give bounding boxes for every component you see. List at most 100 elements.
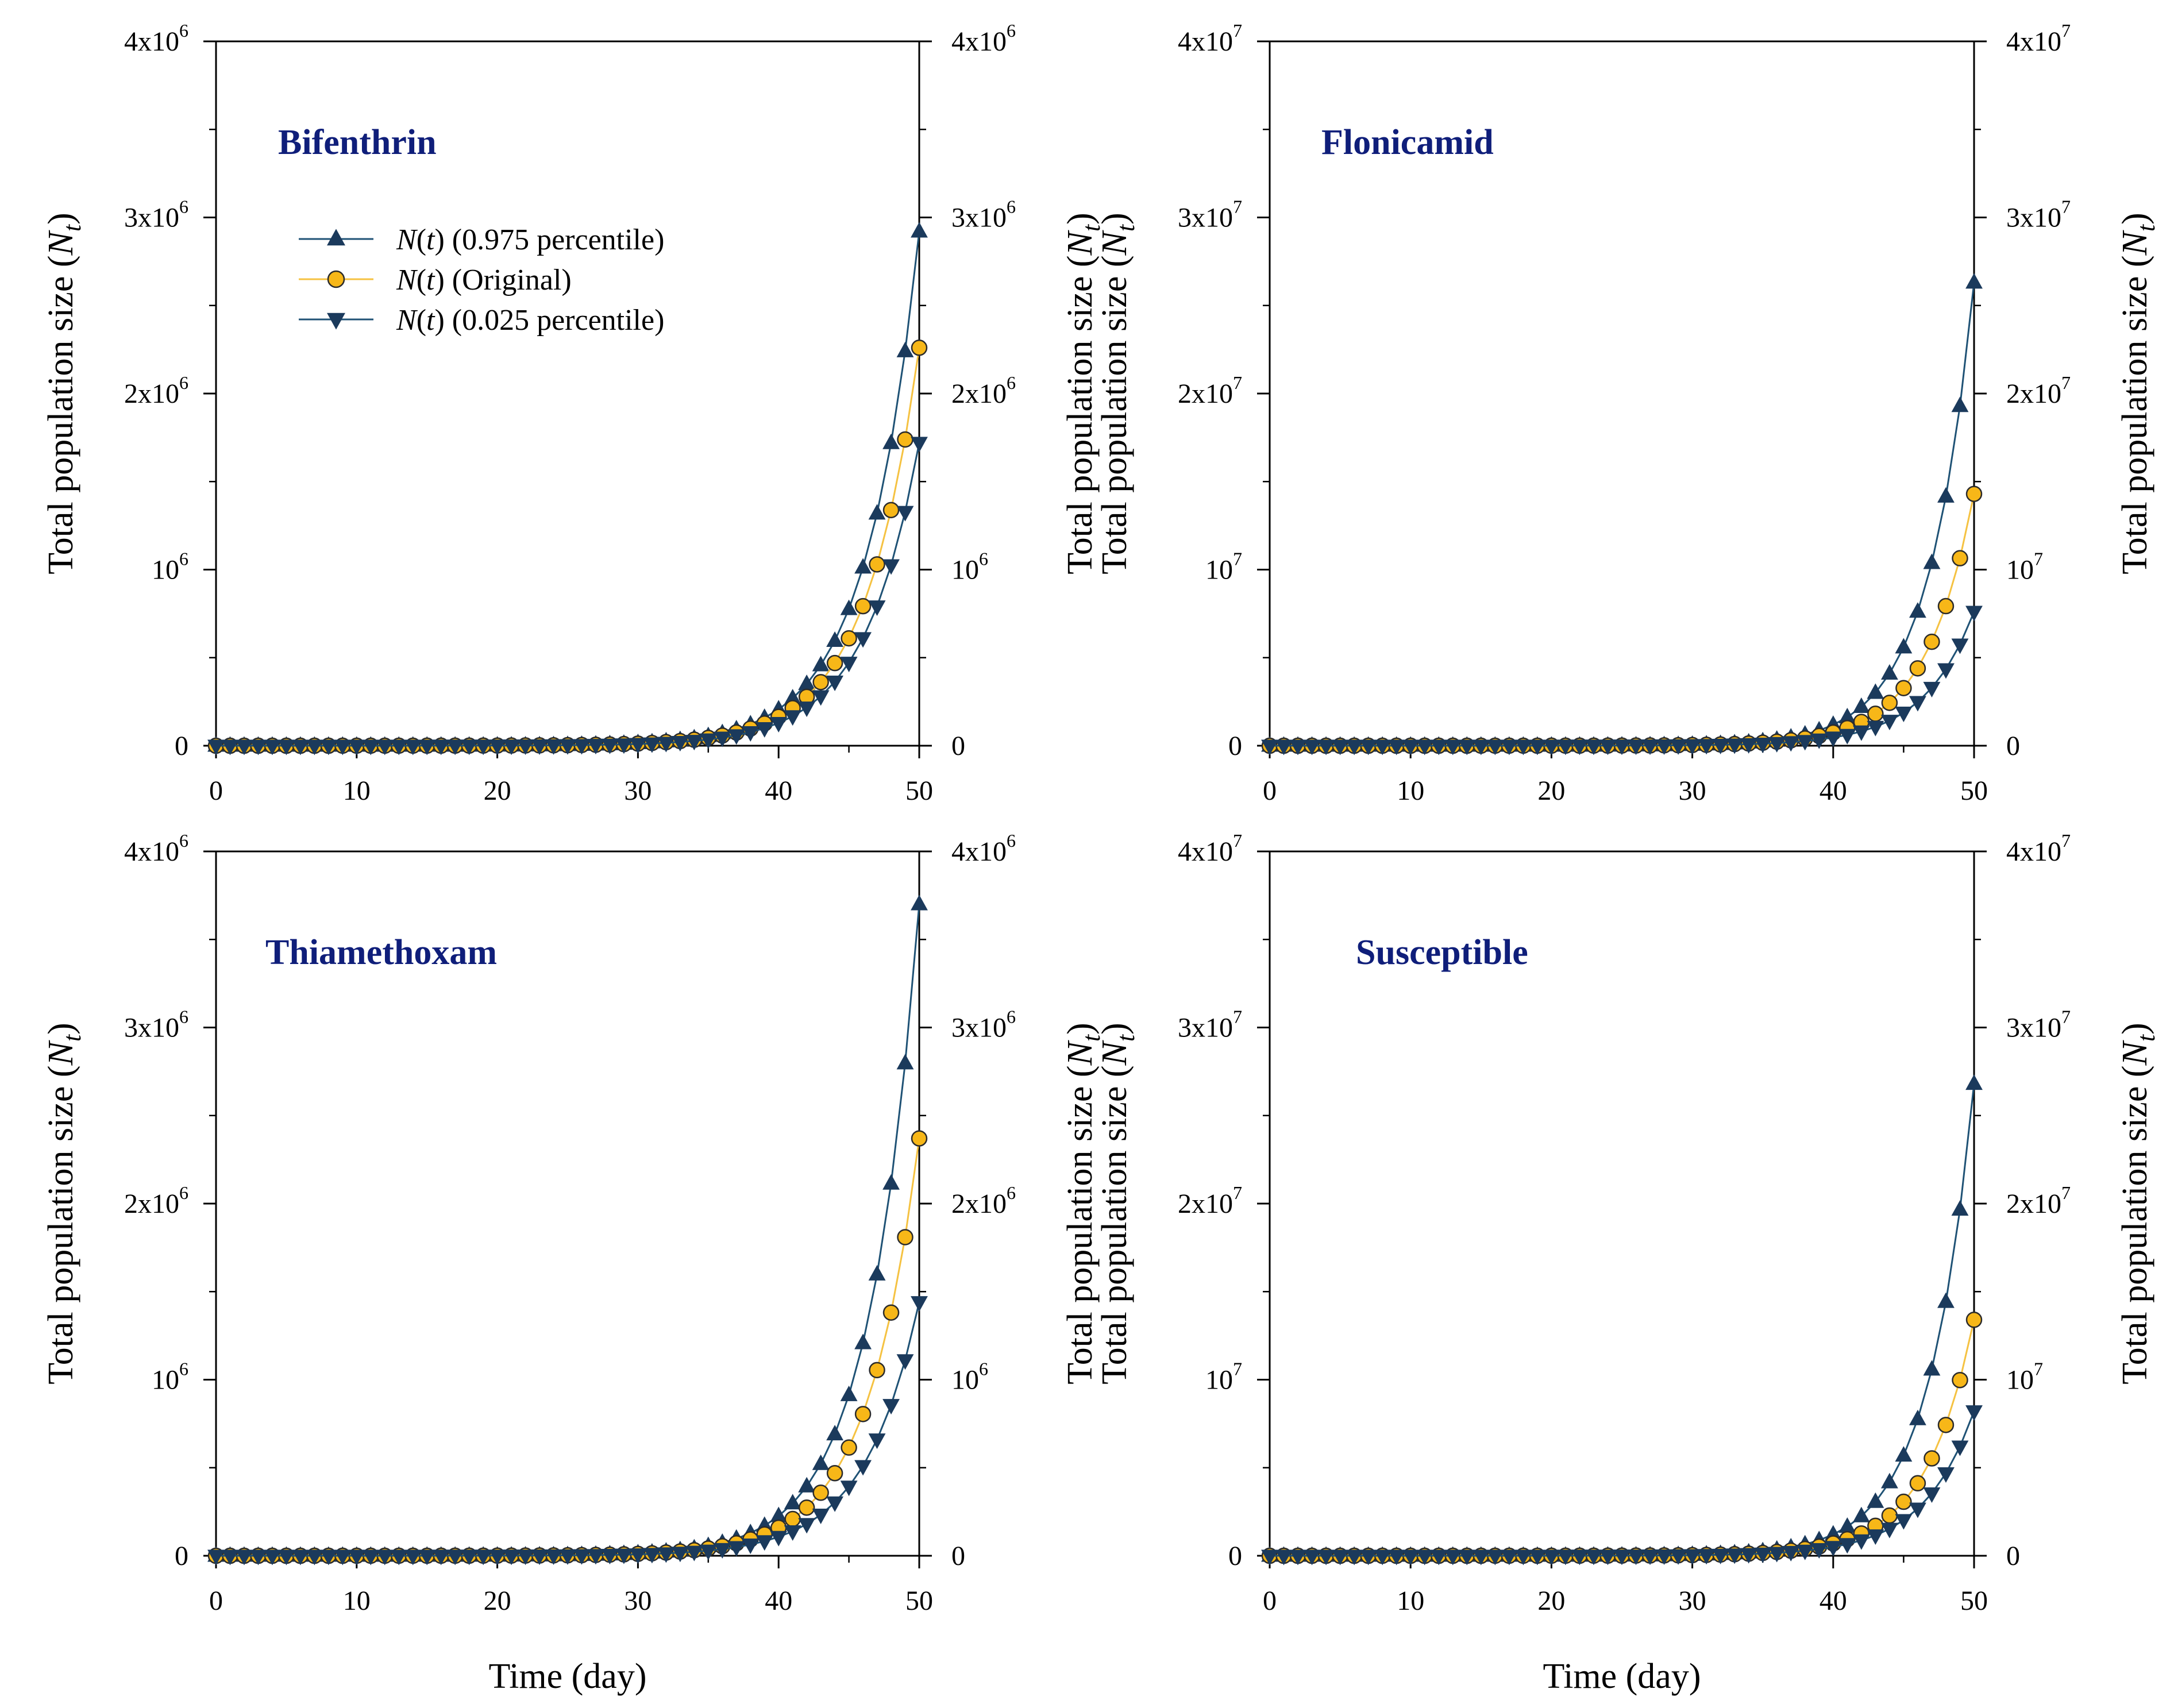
data-point bbox=[699, 733, 717, 749]
y-tick-mantissa: 2x10 bbox=[1178, 1189, 1233, 1219]
y-tick-mantissa: 0 bbox=[2006, 1541, 2020, 1571]
y-tick-exponent: 6 bbox=[1007, 20, 1016, 41]
data-point bbox=[1867, 1492, 1884, 1508]
y-axis-label-text: ) bbox=[2115, 213, 2154, 225]
x-tick-label: 10 bbox=[1397, 1586, 1424, 1616]
y-tick-label-left: 107 bbox=[1205, 549, 1242, 585]
y-tick-mantissa: 2x10 bbox=[124, 1189, 179, 1219]
y-tick-exponent: 6 bbox=[1007, 830, 1016, 851]
data-point bbox=[1852, 1506, 1870, 1522]
data-point bbox=[1937, 1292, 1955, 1308]
y-axis-label-text: ) bbox=[2115, 1023, 2154, 1035]
data-point bbox=[1331, 1549, 1349, 1566]
y-tick-exponent: 6 bbox=[1007, 196, 1016, 217]
y-tick-mantissa: 10 bbox=[951, 555, 979, 585]
y-tick-label-right: 107 bbox=[2006, 549, 2043, 585]
y-tick-mantissa: 3x10 bbox=[124, 1013, 179, 1043]
data-point bbox=[868, 1264, 886, 1281]
data-point bbox=[1430, 1549, 1448, 1566]
y-tick-exponent: 6 bbox=[179, 1182, 188, 1203]
y-axis-label-variable: N bbox=[1095, 230, 1134, 256]
data-point bbox=[727, 1541, 745, 1557]
y-tick-mantissa: 3x10 bbox=[2006, 203, 2061, 233]
data-point bbox=[854, 558, 872, 574]
y-tick-exponent: 7 bbox=[2034, 549, 2043, 569]
data-point bbox=[840, 657, 858, 673]
y-axis-label-text: ) bbox=[1095, 213, 1134, 225]
legend-paren: ( bbox=[417, 264, 426, 296]
y-tick-mantissa: 2x10 bbox=[1178, 379, 1233, 409]
data-point bbox=[404, 1549, 422, 1566]
data-point bbox=[911, 895, 928, 911]
x-tick-label: 20 bbox=[1537, 1586, 1565, 1616]
y-tick-exponent: 7 bbox=[1233, 1007, 1242, 1027]
data-point bbox=[643, 1548, 661, 1564]
data-point bbox=[629, 738, 647, 754]
y-tick-label-right: 4x107 bbox=[2006, 830, 2071, 867]
data-point bbox=[1937, 663, 1955, 679]
y-tick-mantissa: 2x10 bbox=[951, 379, 1007, 409]
data-point bbox=[1317, 739, 1335, 755]
data-point bbox=[1852, 697, 1870, 713]
y-tick-label-right: 3x107 bbox=[2006, 1007, 2071, 1043]
data-point bbox=[1599, 1549, 1617, 1566]
data-point bbox=[390, 1549, 408, 1566]
data-point bbox=[882, 502, 900, 519]
data-point bbox=[1289, 739, 1306, 755]
data-point bbox=[826, 631, 844, 647]
y-tick-label-left: 107 bbox=[1205, 1359, 1242, 1395]
series-upper bbox=[1261, 1074, 1983, 1562]
y-axis-label-variable: N bbox=[2115, 1040, 2154, 1066]
y-axis-label-text: ) bbox=[41, 1023, 80, 1035]
panel-title: Susceptible bbox=[1356, 933, 1528, 972]
data-point bbox=[1895, 1493, 1912, 1510]
data-point bbox=[319, 1549, 337, 1566]
y-tick-mantissa: 2x10 bbox=[2006, 1189, 2061, 1219]
y-tick-mantissa: 4x10 bbox=[2006, 26, 2061, 57]
data-point bbox=[503, 739, 521, 755]
data-point bbox=[1838, 728, 1856, 745]
y-tick-mantissa: 2x10 bbox=[951, 1189, 1007, 1219]
data-point bbox=[1275, 739, 1293, 755]
y-tick-label-right: 0 bbox=[2006, 731, 2020, 761]
y-tick-label-right: 2x107 bbox=[2006, 1182, 2071, 1219]
x-tick-label: 40 bbox=[1820, 776, 1847, 806]
data-point bbox=[573, 1549, 591, 1565]
y-tick-mantissa: 3x10 bbox=[124, 203, 179, 233]
data-point bbox=[1895, 1446, 1913, 1462]
y-axis-label-text: ) bbox=[41, 213, 80, 225]
x-tick-label: 20 bbox=[484, 776, 511, 806]
data-point bbox=[1556, 739, 1574, 755]
y-tick-label-right: 3x106 bbox=[951, 196, 1016, 233]
data-point bbox=[1543, 739, 1560, 755]
data-point bbox=[277, 1549, 295, 1566]
data-point bbox=[1261, 739, 1278, 755]
legend-marker bbox=[327, 313, 345, 330]
data-point bbox=[1331, 739, 1349, 755]
data-point bbox=[1627, 1549, 1645, 1566]
data-point bbox=[1952, 1371, 1968, 1389]
data-point bbox=[896, 1054, 914, 1070]
data-point bbox=[911, 1130, 928, 1147]
data-point bbox=[348, 1549, 365, 1566]
data-point bbox=[1880, 715, 1898, 731]
y-tick-exponent: 7 bbox=[1233, 372, 1242, 393]
data-point bbox=[1895, 1514, 1913, 1530]
data-point bbox=[1923, 1360, 1941, 1376]
y-tick-label-left: 2x106 bbox=[124, 372, 188, 409]
y-tick-label-left: 0 bbox=[1228, 1541, 1242, 1571]
data-point bbox=[714, 731, 731, 747]
series-upper bbox=[207, 222, 928, 752]
data-point bbox=[1528, 739, 1546, 755]
series-original bbox=[1261, 1312, 1983, 1564]
y-tick-exponent: 7 bbox=[1233, 1182, 1242, 1203]
x-tick-label: 10 bbox=[343, 1586, 371, 1616]
data-point bbox=[869, 1362, 885, 1379]
y-axis-label-subscript: t bbox=[1077, 223, 1105, 232]
y-axis-label-right: Total population size (Nt) bbox=[1061, 1023, 1105, 1385]
data-point bbox=[1881, 1507, 1898, 1524]
data-point bbox=[1430, 739, 1448, 755]
legend-label: N(t) (0.975 percentile) bbox=[396, 223, 664, 256]
x-tick-label: 20 bbox=[1537, 776, 1565, 806]
